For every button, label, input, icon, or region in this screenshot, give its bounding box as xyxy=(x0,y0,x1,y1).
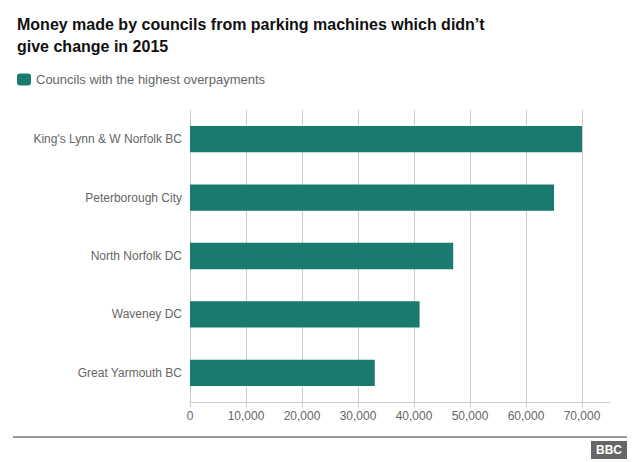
svg-text:Money made by councils from pa: Money made by councils from parking mach… xyxy=(17,16,485,33)
svg-text:60,000: 60,000 xyxy=(508,409,545,423)
svg-text:20,000: 20,000 xyxy=(284,409,321,423)
svg-text:50,000: 50,000 xyxy=(452,409,489,423)
svg-text:Great Yarmouth BC: Great Yarmouth BC xyxy=(78,366,183,380)
svg-text:Councils with the highest over: Councils with the highest overpayments xyxy=(36,72,266,87)
svg-text:10,000: 10,000 xyxy=(228,409,265,423)
svg-text:0: 0 xyxy=(187,409,194,423)
svg-text:North Norfolk DC: North Norfolk DC xyxy=(91,249,183,263)
svg-text:30,000: 30,000 xyxy=(340,409,377,423)
svg-text:BBC: BBC xyxy=(596,443,622,457)
svg-text:70,000: 70,000 xyxy=(564,409,601,423)
svg-text:King's Lynn & W Norfolk BC: King's Lynn & W Norfolk BC xyxy=(33,132,182,146)
svg-text:Peterborough City: Peterborough City xyxy=(85,191,182,205)
svg-text:40,000: 40,000 xyxy=(396,409,433,423)
svg-text:give change in 2015: give change in 2015 xyxy=(17,38,168,55)
svg-text:Waveney DC: Waveney DC xyxy=(112,307,183,321)
